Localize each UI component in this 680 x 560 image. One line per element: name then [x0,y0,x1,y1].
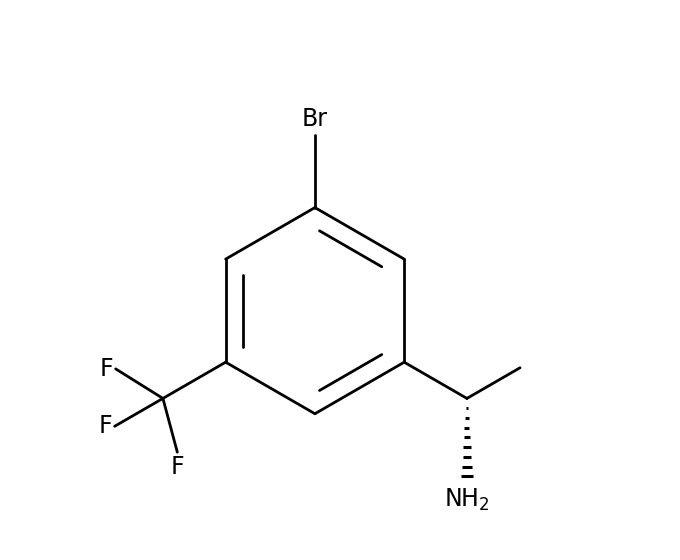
Text: F: F [171,455,184,479]
Text: Br: Br [302,106,328,130]
Text: F: F [99,357,113,381]
Text: NH$_2$: NH$_2$ [444,487,490,512]
Text: F: F [98,414,112,438]
